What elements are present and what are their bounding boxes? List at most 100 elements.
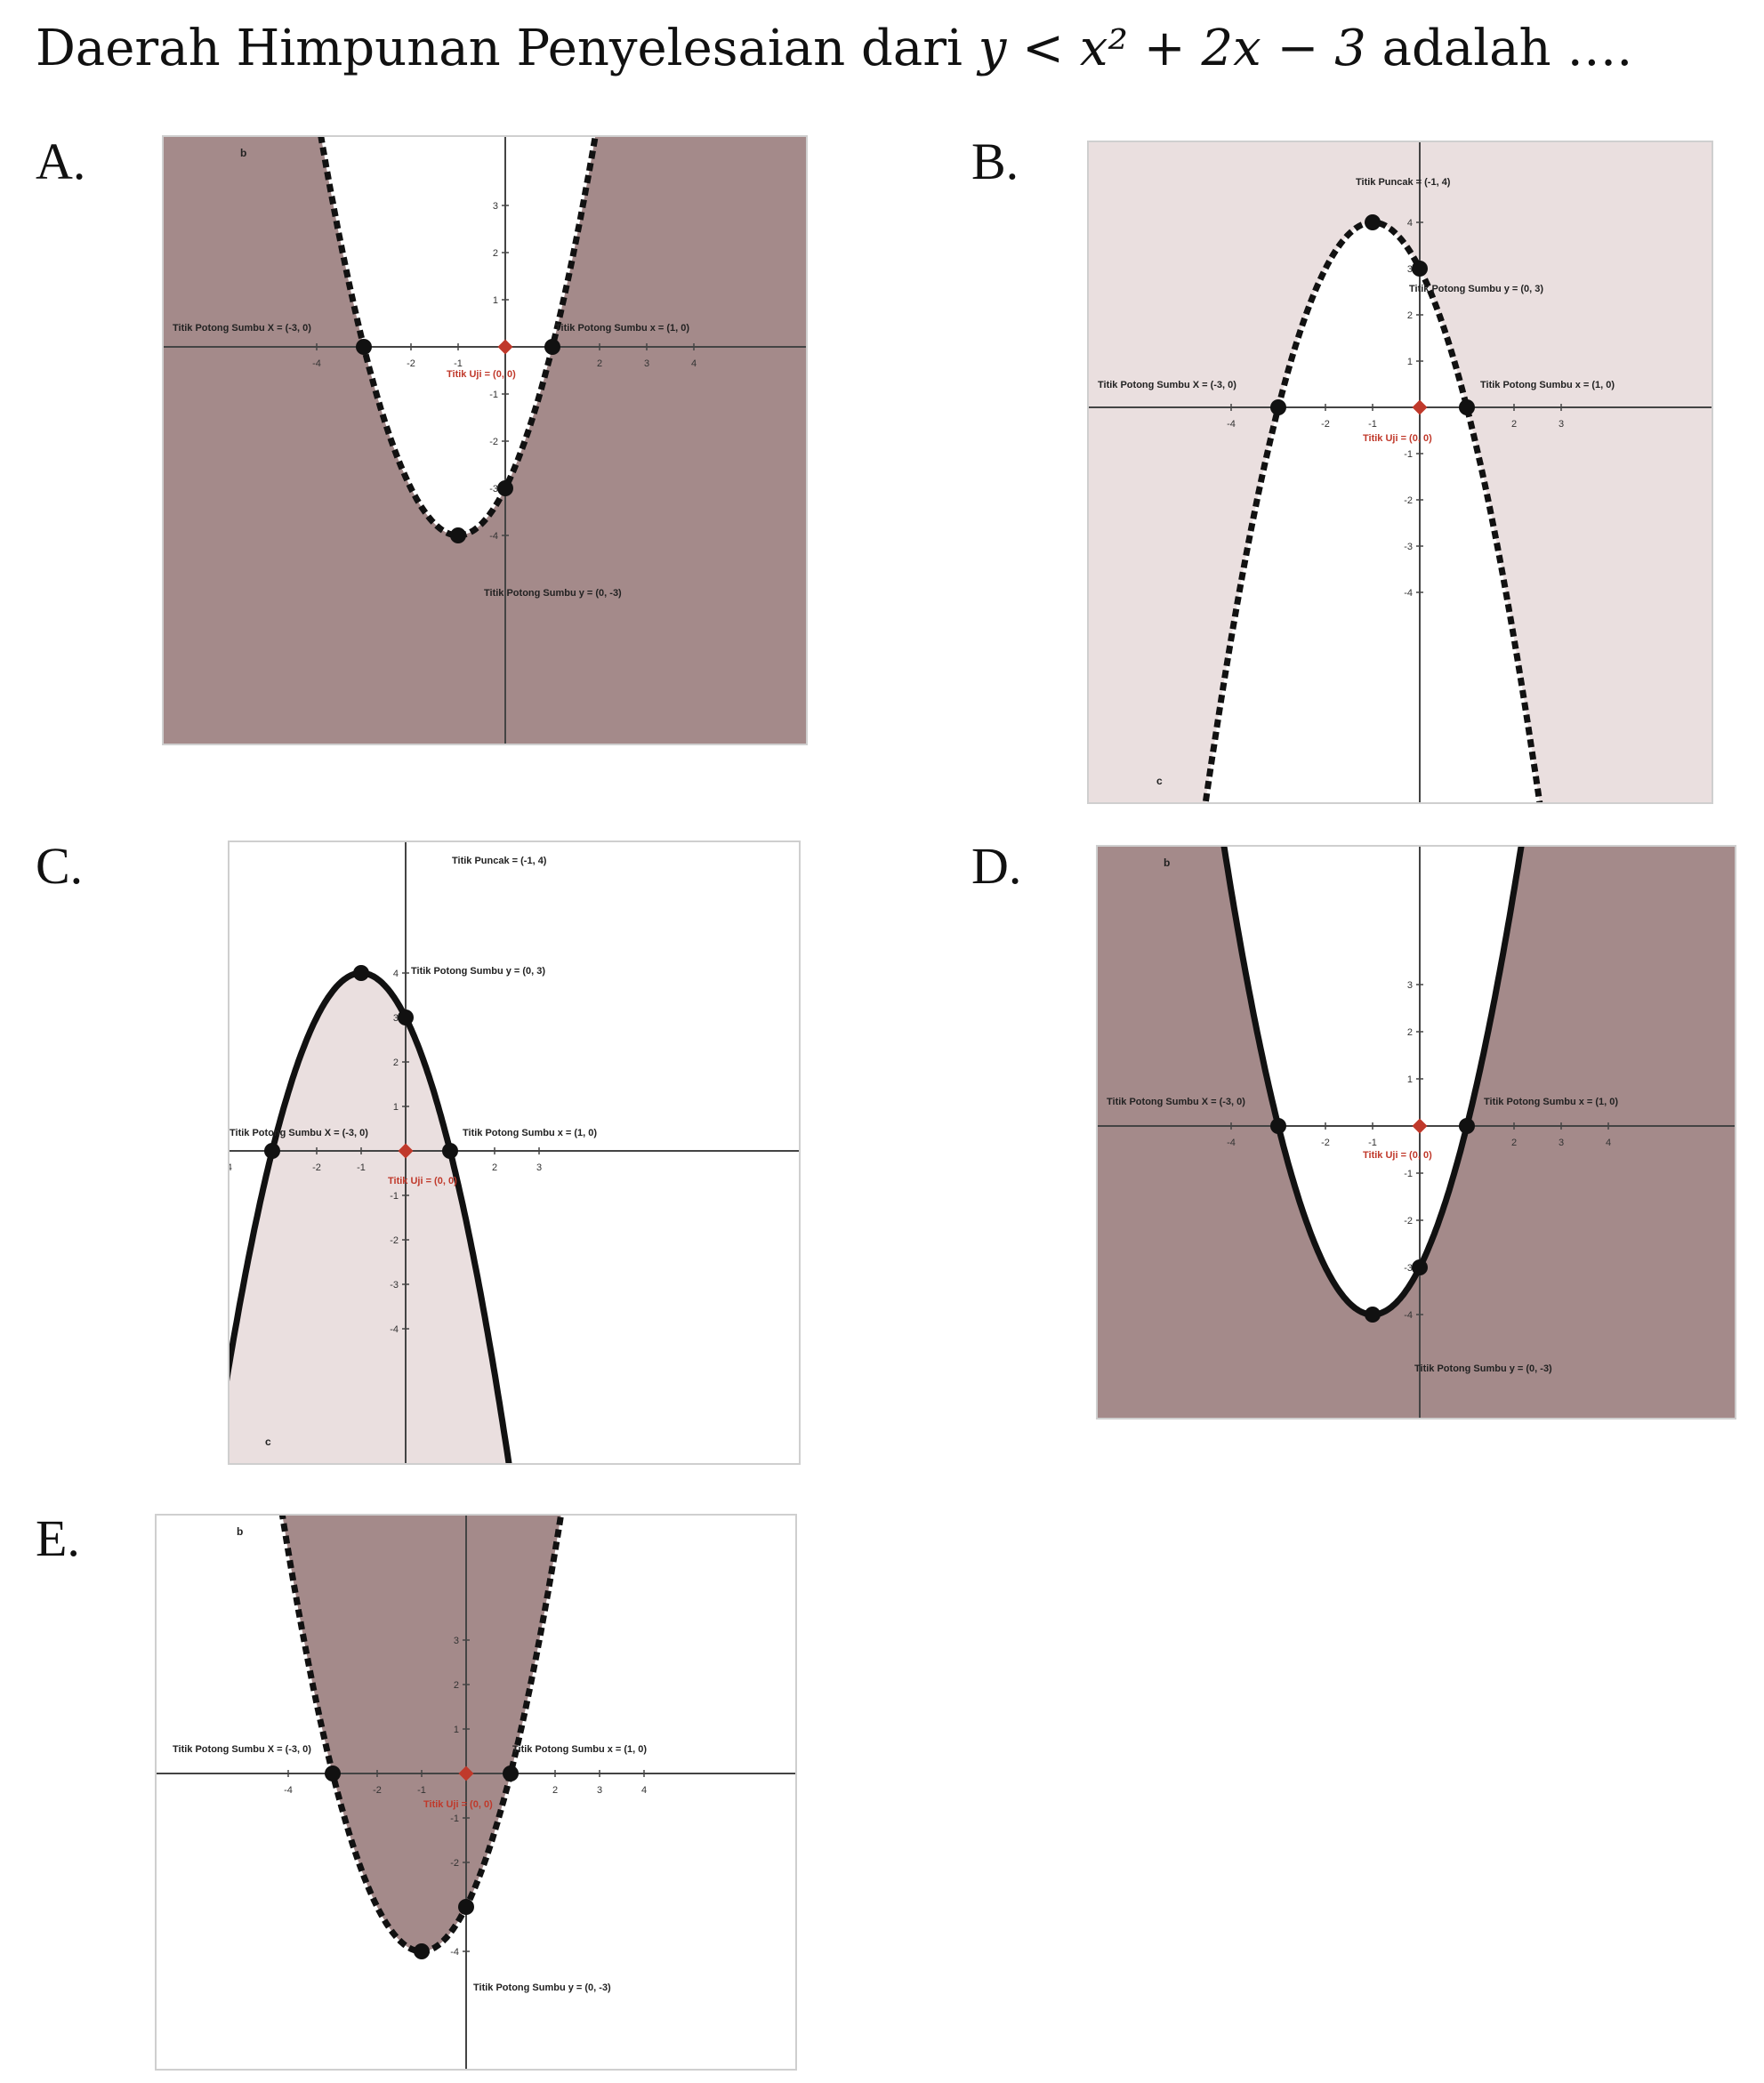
y-tick-label: -3 xyxy=(390,1280,399,1291)
parabola-curve xyxy=(1202,219,1543,802)
y-tick-label: -3 xyxy=(1404,542,1413,552)
x-tick-label: -2 xyxy=(312,1162,321,1173)
x-tick-label: 3 xyxy=(1559,419,1564,430)
key-point xyxy=(1365,1307,1381,1323)
option-c-letter[interactable]: C. xyxy=(36,837,84,895)
label-origin: Titik Uji = (0, 0) xyxy=(1363,433,1432,444)
y-tick-label: -1 xyxy=(489,390,498,400)
label-origin: Titik Uji = (0, 0) xyxy=(1363,1150,1432,1161)
label-curve: c xyxy=(1156,775,1163,787)
x-tick-label: 4 xyxy=(641,1785,647,1796)
label-x-left: Titik Potong Sumbu X = (-3, 0) xyxy=(1098,380,1236,390)
y-tick-label: -3 xyxy=(1404,1263,1413,1274)
option-d-graph[interactable]: -4 -2 -1 2 3 4 -4 -3 -2 -1 1 2 3 Titik Potong Sumbu X… xyxy=(1096,845,1736,1419)
y-tick-label: -1 xyxy=(390,1191,399,1202)
key-point xyxy=(325,1765,341,1781)
graph-canvas: -4 -2 -1 2 3 4 -4 -3 -2 -1 1 2 3 Titik Potong Sumbu X… xyxy=(1098,847,1735,1418)
label-x-right: Titik Potong Sumbu x = (1, 0) xyxy=(512,1744,647,1755)
x-tick-label: -2 xyxy=(1321,419,1330,430)
x-tick-label: 4 xyxy=(1606,1138,1611,1148)
key-point xyxy=(1365,214,1381,230)
y-tick-label: -4 xyxy=(390,1324,399,1335)
x-tick-label: -4 xyxy=(284,1785,293,1796)
y-tick-label: 2 xyxy=(393,1058,399,1068)
x-tick-label: 3 xyxy=(644,358,649,369)
test-point xyxy=(1412,1118,1428,1134)
option-a-letter[interactable]: A. xyxy=(36,133,86,190)
option-e-graph[interactable]: -4 -2 -1 2 3 4 -4 -2 -1 1 2 3 Titik Potong Sumbu X =… xyxy=(155,1514,797,2071)
y-tick-label: 2 xyxy=(1407,1027,1413,1038)
key-point xyxy=(503,1765,519,1781)
x-tick-label: -4 xyxy=(1227,1138,1236,1148)
shaded-region xyxy=(230,973,509,1463)
option-b-letter[interactable]: B. xyxy=(971,133,1019,190)
label-origin: Titik Uji = (0, 0) xyxy=(447,369,516,380)
label-curve: c xyxy=(265,1436,271,1448)
y-tick-label: 4 xyxy=(1407,218,1413,229)
key-point xyxy=(442,1143,458,1159)
test-point xyxy=(497,339,513,355)
key-point xyxy=(1412,1259,1428,1275)
shaded-region xyxy=(164,137,806,744)
y-tick-label: -1 xyxy=(450,1814,459,1824)
y-tick-label: 2 xyxy=(1407,310,1413,321)
y-tick-label: 1 xyxy=(1407,357,1413,367)
key-point xyxy=(414,1943,430,1959)
label-curve: b xyxy=(240,147,246,159)
x-tick-label: -1 xyxy=(417,1785,426,1796)
label-vertex: Titik Puncak = (-1, 4) xyxy=(1356,177,1451,188)
y-tick-label: -2 xyxy=(1404,495,1413,506)
x-tick-label: 3 xyxy=(597,1785,602,1796)
label-x-right: Titik Potong Sumbu x = (1, 0) xyxy=(555,323,689,334)
x-tick-label: -2 xyxy=(373,1785,382,1796)
label-y-int: Titik Potong Sumbu y = (0, -3) xyxy=(484,588,622,599)
x-tick-label: -1 xyxy=(454,358,463,369)
key-point xyxy=(497,480,513,496)
x-tick-label: -1 xyxy=(1368,1138,1377,1148)
y-tick-label: -1 xyxy=(1404,449,1413,460)
option-b-graph[interactable]: -4 -2 -1 2 3 -4 -3 -2 -1 1 2 3 4 Titik Puncak = (-1, … xyxy=(1087,141,1713,804)
shaded-region xyxy=(1098,847,1735,1418)
y-tick-label: 1 xyxy=(1407,1074,1413,1085)
y-tick-label: -1 xyxy=(1404,1169,1413,1179)
graph-canvas: -4 -2 -1 2 3 -4 -3 -2 -1 1 2 3 4 Titik Puncak = (-1, … xyxy=(230,842,799,1463)
option-c-graph[interactable]: -4 -2 -1 2 3 -4 -3 -2 -1 1 2 3 4 Titik Puncak = (-1, … xyxy=(228,840,801,1465)
label-origin: Titik Uji = (0, 0) xyxy=(423,1799,493,1810)
key-point xyxy=(1459,399,1475,415)
y-tick-label: -4 xyxy=(1404,588,1413,599)
x-tick-label: 2 xyxy=(1511,1138,1517,1148)
label-x-left: Titik Potong Sumbu X = (-3, 0) xyxy=(173,323,311,334)
x-tick-label: 3 xyxy=(536,1162,542,1173)
label-x-left: Titik Potong Sumbu X = (-3, 0) xyxy=(1107,1097,1245,1107)
y-tick-label: -4 xyxy=(450,1947,459,1958)
x-tick-label: -1 xyxy=(1368,419,1377,430)
y-tick-label: 3 xyxy=(1407,980,1413,991)
x-tick-label: -2 xyxy=(407,358,415,369)
parabola-curve xyxy=(278,1516,565,1955)
y-tick-label: 3 xyxy=(454,1636,459,1646)
label-y-int: Titik Potong Sumbu y = (0, -3) xyxy=(473,1982,611,1993)
option-a-graph[interactable]: -4 -2 -1 2 3 4 -4 -3 -2 -1 1 2 3 Titik Potong Sumbu X… xyxy=(162,135,808,745)
x-tick-label: -1 xyxy=(357,1162,366,1173)
x-tick-label: 3 xyxy=(1559,1138,1564,1148)
label-y-int: Titik Potong Sumbu y = (0, -3) xyxy=(1414,1363,1552,1374)
y-tick-label: 2 xyxy=(493,248,498,259)
graph-canvas: -4 -2 -1 2 3 4 -4 -2 -1 1 2 3 Titik Potong Sumbu X =… xyxy=(157,1516,795,2069)
option-d-letter[interactable]: D. xyxy=(971,837,1022,895)
label-y-int: Titik Potong Sumbu y = (0, 3) xyxy=(411,966,545,977)
y-tick-label: 1 xyxy=(393,1102,399,1113)
label-origin: Titik Uji = (0, 0) xyxy=(388,1176,457,1186)
key-point xyxy=(1270,1118,1286,1134)
label-curve: b xyxy=(237,1525,243,1538)
label-curve: b xyxy=(1164,857,1170,869)
y-tick-label: 3 xyxy=(393,1013,399,1024)
y-tick-label: -4 xyxy=(489,531,498,542)
label-x-right: Titik Potong Sumbu x = (1, 0) xyxy=(1480,380,1615,390)
label-x-right: Titik Potong Sumbu x = (1, 0) xyxy=(1484,1097,1618,1107)
key-point xyxy=(1270,399,1286,415)
y-tick-label: -2 xyxy=(450,1858,459,1869)
question-suffix: adalah …. xyxy=(1365,20,1633,77)
x-tick-label: -4 xyxy=(230,1162,232,1173)
option-e-letter[interactable]: E. xyxy=(36,1509,80,1567)
x-tick-label: -4 xyxy=(1227,419,1236,430)
